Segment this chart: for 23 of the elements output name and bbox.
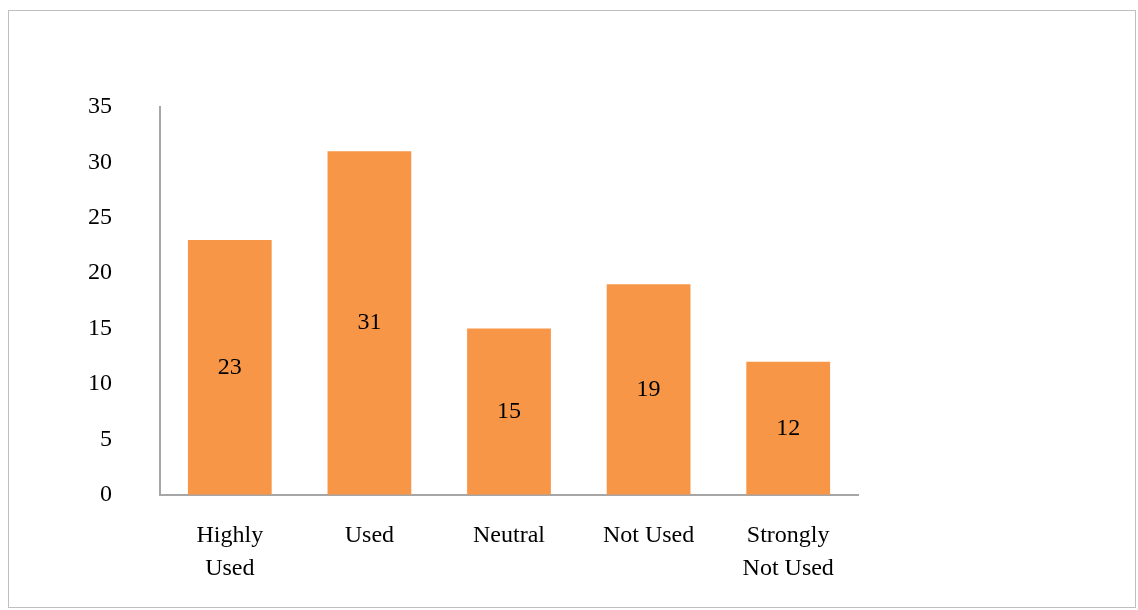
- bar: [606, 284, 691, 495]
- x-tick-label: Strongly Not Used: [742, 520, 834, 581]
- y-tick-label: 10: [88, 369, 112, 396]
- y-tick-label: 5: [100, 424, 112, 451]
- bar: [187, 239, 272, 495]
- bar: [467, 328, 551, 495]
- data-label: 15: [497, 397, 521, 423]
- y-tick-label: 30: [88, 147, 112, 174]
- y-tick-label: 35: [88, 92, 112, 119]
- x-tick-label: Not Used: [602, 520, 695, 547]
- x-tick-label: Highly Used: [196, 520, 264, 581]
- y-tick-label: 0: [100, 480, 112, 507]
- x-tick-label: Neutral: [473, 520, 546, 547]
- y-tick-label: 15: [88, 313, 112, 340]
- bar: [327, 151, 412, 495]
- data-label: 19: [636, 374, 661, 401]
- data-label: 23: [217, 352, 242, 379]
- data-label: 31: [357, 308, 382, 335]
- y-tick-label: 20: [88, 258, 112, 285]
- data-label: 12: [776, 413, 801, 440]
- bar: [746, 361, 831, 495]
- y-tick-label: 25: [88, 203, 112, 230]
- x-tick-label: Used: [344, 520, 395, 547]
